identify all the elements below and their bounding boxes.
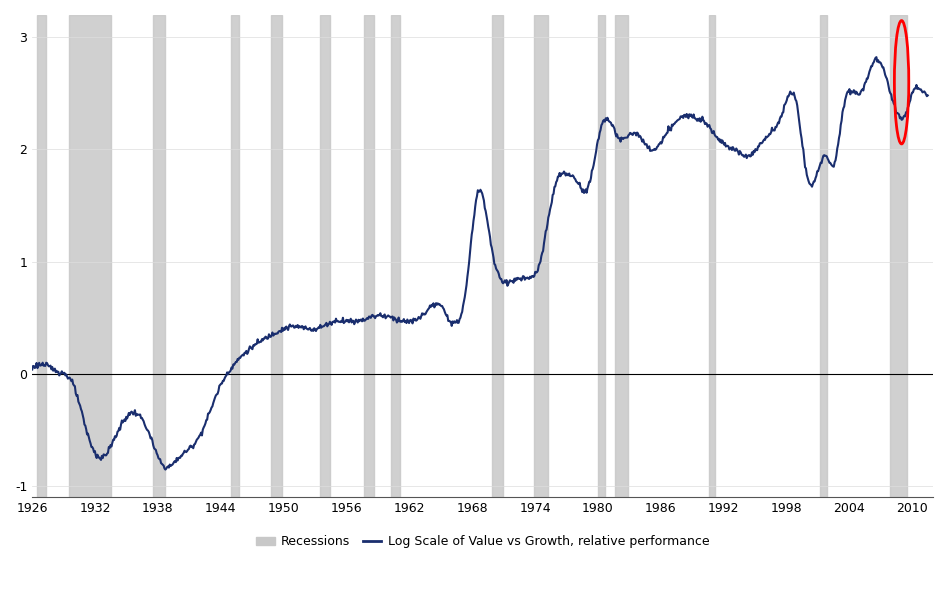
Bar (534, 15, 548, 497)
Bar (614, 15, 629, 497)
Bar (890, 15, 907, 497)
Bar (69, 15, 111, 497)
Bar (38, 15, 46, 497)
Bar (709, 15, 715, 497)
Bar (364, 15, 374, 497)
Bar (271, 15, 282, 497)
Bar (820, 15, 828, 497)
Bar (392, 15, 400, 497)
Bar (320, 15, 330, 497)
Bar (492, 15, 502, 497)
Legend: Recessions, Log Scale of Value vs Growth, relative performance: Recessions, Log Scale of Value vs Growth… (251, 530, 714, 553)
Bar (153, 15, 165, 497)
Bar (231, 15, 239, 497)
Bar (598, 15, 605, 497)
